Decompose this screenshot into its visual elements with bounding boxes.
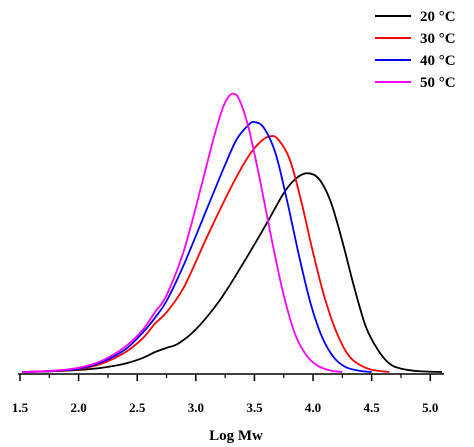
- legend-label-1: 20 °C: [420, 9, 456, 25]
- legend: 20 °C 30 °C 40 °C 50 °C: [375, 9, 456, 91]
- x-tick-label: 2.5: [129, 400, 146, 415]
- legend-label-4: 50 °C: [420, 75, 456, 91]
- series-line-2: [22, 135, 390, 373]
- x-axis: 1.5 2.0 2.5 3.0 3.5 4.0 4.5 5.0: [12, 373, 444, 415]
- legend-label-2: 30 °C: [420, 31, 456, 47]
- series-line-4: [22, 92, 343, 373]
- plot-lines: [22, 92, 443, 373]
- x-tick-label: 3.5: [246, 400, 263, 415]
- legend-label-3: 40 °C: [420, 53, 456, 69]
- series-line-3: [22, 121, 372, 373]
- x-tick-label: 4.0: [305, 400, 321, 415]
- x-tick-label: 3.0: [188, 400, 204, 415]
- series-line-1: [22, 172, 443, 373]
- x-tick-label: 5.0: [422, 400, 438, 415]
- x-tick-label: 4.5: [364, 400, 381, 415]
- x-tick-label: 2.0: [70, 400, 86, 415]
- x-tick-label: 1.5: [12, 400, 29, 415]
- x-axis-title: Log Mw: [209, 428, 263, 444]
